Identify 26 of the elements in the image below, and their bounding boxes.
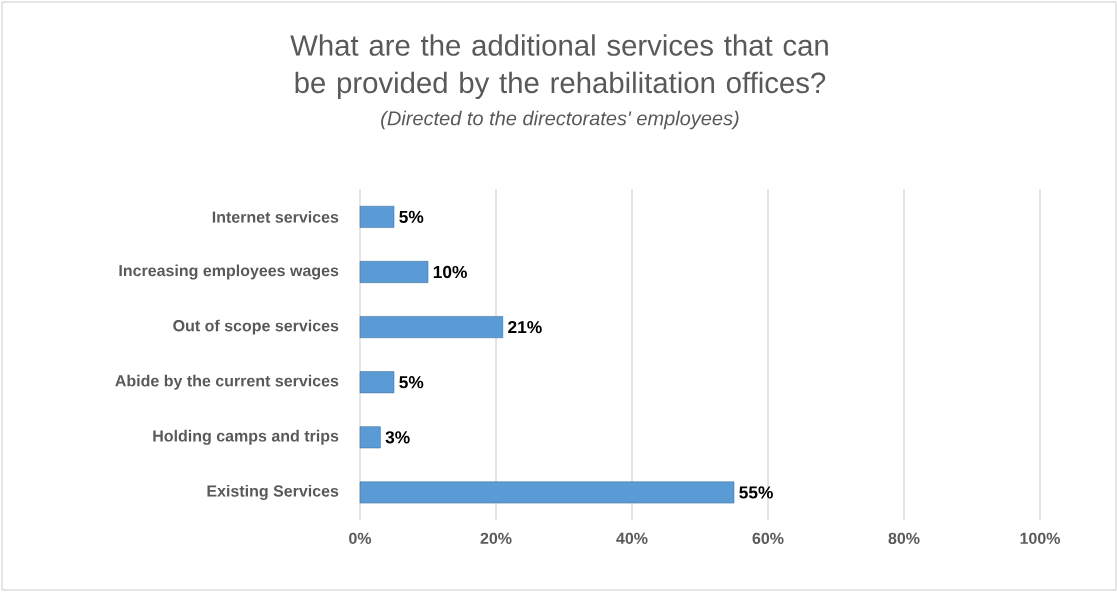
data-label: 5% bbox=[399, 376, 424, 389]
bar bbox=[359, 371, 395, 394]
data-label: 5% bbox=[399, 210, 424, 223]
data-label: 10% bbox=[433, 265, 467, 279]
data-label: 3% bbox=[385, 431, 410, 444]
bar bbox=[359, 316, 504, 339]
bar bbox=[359, 481, 735, 504]
x-tick-label: 0% bbox=[349, 532, 372, 545]
chart-subtitle: (Directed to the directorates' employees) bbox=[381, 110, 739, 130]
y-tick-label: Out of scope services bbox=[173, 319, 339, 335]
chart-title: What are the additional services that can be provided by the rehabilitation offices? bbox=[290, 34, 828, 99]
x-tick-label: 40% bbox=[616, 532, 648, 545]
bar bbox=[359, 205, 395, 228]
y-tick-label: Internet services bbox=[212, 211, 339, 223]
x-tick-label: 80% bbox=[888, 532, 920, 545]
y-tick-label: Existing Services bbox=[207, 484, 339, 500]
data-label: 55% bbox=[739, 486, 773, 499]
x-tick-label: 20% bbox=[480, 532, 512, 545]
bar bbox=[359, 426, 381, 449]
x-tick-label: 100% bbox=[1020, 532, 1061, 545]
y-tick-label: Increasing employees wages bbox=[119, 264, 339, 280]
y-tick-label: Holding camps and trips bbox=[153, 429, 339, 445]
bar bbox=[359, 261, 429, 283]
x-tick-label: 60% bbox=[752, 532, 784, 545]
y-tick-label: Abide by the current services bbox=[115, 374, 339, 390]
data-label: 21% bbox=[508, 320, 542, 334]
